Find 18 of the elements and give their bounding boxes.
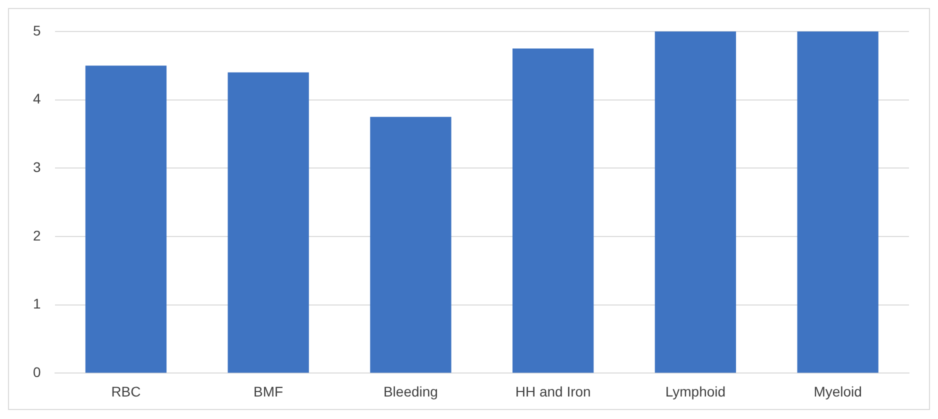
bar bbox=[512, 48, 594, 373]
bar bbox=[228, 72, 309, 373]
y-tick-label: 0 bbox=[32, 364, 41, 380]
x-tick-label: RBC bbox=[111, 383, 141, 400]
bar bbox=[370, 116, 452, 373]
y-tick-label: 4 bbox=[32, 90, 41, 107]
bar bbox=[797, 31, 878, 373]
y-tick-label: 1 bbox=[32, 296, 41, 312]
y-tick-label: 5 bbox=[32, 22, 41, 38]
bar bbox=[654, 31, 736, 373]
x-tick-label: Bleeding bbox=[383, 383, 438, 400]
y-tick-label: 3 bbox=[32, 158, 41, 175]
x-tick-label: HH and Iron bbox=[515, 383, 591, 400]
bar bbox=[85, 66, 167, 373]
x-tick-label: BMF bbox=[254, 383, 284, 400]
y-tick-label: 2 bbox=[32, 227, 41, 244]
x-tick-label: Myeloid bbox=[814, 383, 862, 400]
x-tick-label: Lymphoid bbox=[665, 383, 726, 400]
